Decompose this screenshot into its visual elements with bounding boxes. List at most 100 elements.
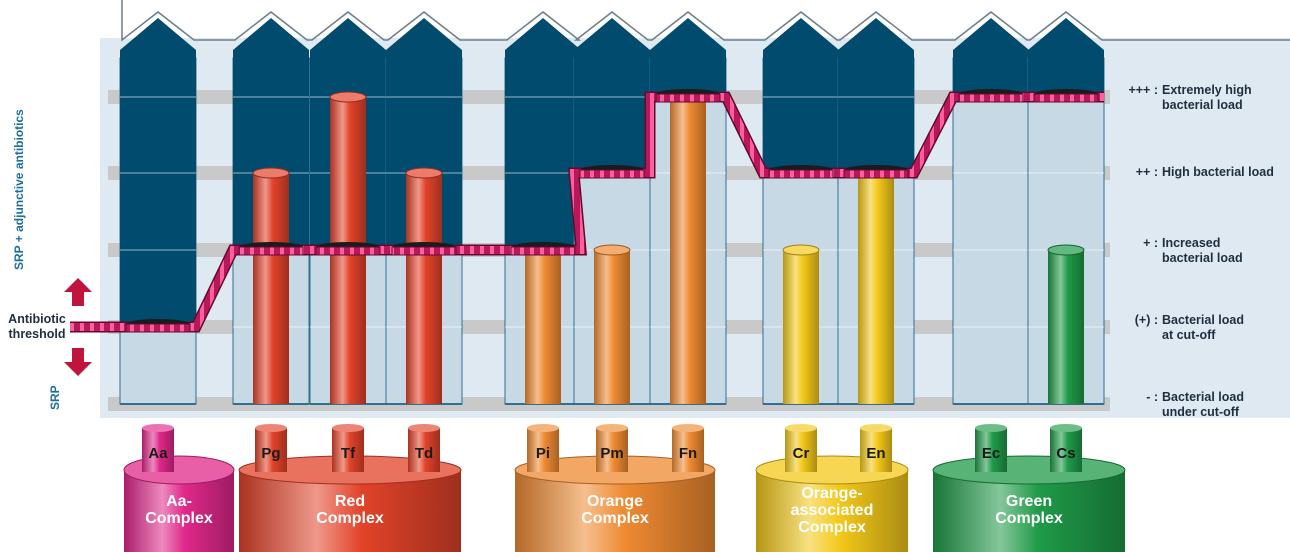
complex-name-line: Orange bbox=[587, 493, 643, 510]
level-description-line2: bacterial load bbox=[1162, 251, 1243, 265]
complex-name-line: Aa- bbox=[166, 493, 192, 510]
level-legend-row: ++ : High bacterial load bbox=[1110, 165, 1290, 197]
tube-navy-top bbox=[650, 18, 726, 97]
level-description-line2: under cut-off bbox=[1162, 405, 1240, 419]
species-stub-cap bbox=[408, 424, 440, 432]
level-symbol: +++ : bbox=[1128, 83, 1158, 97]
level-symbol: - : bbox=[1146, 390, 1158, 404]
tube bbox=[952, 57, 1030, 405]
species-stub-cap bbox=[975, 424, 1007, 432]
species-code-cr: Cr bbox=[793, 445, 810, 462]
level-description-line2: bacterial load bbox=[1162, 98, 1243, 112]
level-description-line1: Bacterial load bbox=[1162, 313, 1244, 327]
threshold-disc-band bbox=[958, 93, 1024, 103]
species-code-en: En bbox=[866, 445, 885, 462]
species-code-ec: Ec bbox=[982, 445, 1000, 462]
species-bar-pm bbox=[594, 250, 630, 404]
species-bar-cr bbox=[783, 250, 819, 404]
species-stub bbox=[142, 428, 174, 472]
species-bar-pi bbox=[525, 250, 561, 404]
species-stub bbox=[596, 428, 628, 472]
threshold-disc-band bbox=[125, 323, 191, 333]
level-legend-row: (+) : Bacterial load at cut-off bbox=[1110, 313, 1290, 345]
level-symbol: + : bbox=[1143, 236, 1158, 250]
level-symbol: (+) : bbox=[1134, 313, 1158, 327]
species-bar-cap bbox=[252, 167, 290, 179]
up-arrow-icon bbox=[64, 278, 92, 306]
level-description: Extremely high bacterial load bbox=[1162, 83, 1252, 113]
species-stub-cap bbox=[527, 424, 559, 432]
level-legend-row: - : Bacterial load under cut-off bbox=[1110, 390, 1290, 422]
species-stub bbox=[672, 428, 704, 472]
species-code-fn: Fn bbox=[679, 445, 697, 462]
species-stub bbox=[527, 428, 559, 472]
roof-outline bbox=[121, 0, 1290, 42]
threshold-label-line2: threshold bbox=[8, 327, 66, 341]
species-stub bbox=[860, 428, 892, 472]
species-bar-pg bbox=[253, 173, 289, 404]
species-stub bbox=[975, 428, 1007, 472]
species-stub-cap bbox=[596, 424, 628, 432]
species-bar-en bbox=[858, 173, 894, 404]
species-stub-cap bbox=[672, 424, 704, 432]
species-code-aa: Aa bbox=[148, 445, 168, 462]
species-stub-cap bbox=[142, 424, 174, 432]
complex-name-line: Complex bbox=[995, 510, 1063, 527]
threshold-label: Antibiotic threshold bbox=[6, 312, 68, 342]
complex-cylinder-top bbox=[123, 455, 235, 485]
threshold-disc-band bbox=[843, 169, 909, 179]
species-stub bbox=[1050, 428, 1082, 472]
threshold-disc-band bbox=[391, 246, 457, 256]
level-description: High bacterial load bbox=[1162, 165, 1274, 180]
level-symbol: ++ : bbox=[1135, 165, 1158, 179]
level-legend-row: + : Increased bacterial load bbox=[1110, 236, 1290, 268]
species-code-pm: Pm bbox=[600, 445, 623, 462]
tube-navy-top bbox=[763, 18, 839, 173]
species-code-tf: Tf bbox=[341, 445, 356, 462]
threshold-disc-band bbox=[768, 169, 834, 179]
level-description-line1: Extremely high bbox=[1162, 83, 1252, 97]
species-bar-cs bbox=[1048, 250, 1084, 404]
species-stub-cap bbox=[860, 424, 892, 432]
complex-name-line: Red bbox=[335, 493, 365, 510]
species-bar-fn bbox=[670, 97, 706, 404]
complex-name-line: Complex bbox=[145, 510, 213, 527]
level-description: Increased bacterial load bbox=[1162, 236, 1243, 266]
level-description-line1: High bacterial load bbox=[1162, 165, 1274, 179]
species-code-pg: Pg bbox=[261, 445, 280, 462]
down-arrow-icon bbox=[64, 348, 92, 376]
species-bar-cap bbox=[782, 244, 820, 256]
species-stub bbox=[408, 428, 440, 472]
complex-name-line: Green bbox=[1006, 493, 1052, 510]
down-treatment-label: SRP bbox=[48, 385, 62, 410]
species-bar-cap bbox=[405, 167, 443, 179]
threshold-disc-band bbox=[315, 246, 381, 256]
complex-name-line: Orange- bbox=[801, 485, 862, 502]
species-code-pi: Pi bbox=[536, 445, 550, 462]
threshold-disc-band bbox=[655, 93, 721, 103]
complex-name-line: Complex bbox=[798, 519, 866, 536]
threshold-disc-band bbox=[238, 246, 304, 256]
species-bar-cap bbox=[593, 244, 631, 256]
species-stub-cap bbox=[255, 424, 287, 432]
species-stub-cap bbox=[332, 424, 364, 432]
tube-navy-top bbox=[574, 18, 650, 173]
species-code-cs: Cs bbox=[1056, 445, 1075, 462]
threshold-disc-band bbox=[1033, 93, 1099, 103]
level-description-line2: at cut-off bbox=[1162, 328, 1216, 342]
species-stub bbox=[255, 428, 287, 472]
complex-name-line: Complex bbox=[581, 510, 649, 527]
tube-navy-top bbox=[386, 18, 462, 250]
tube-navy-top bbox=[505, 18, 581, 250]
species-bar-cap bbox=[329, 91, 367, 103]
level-legend-row: +++ : Extremely high bacterial load bbox=[1110, 83, 1290, 115]
tube-navy-top bbox=[838, 18, 914, 173]
level-description-line1: Increased bbox=[1162, 236, 1221, 250]
species-stub-cap bbox=[785, 424, 817, 432]
tube-navy-top bbox=[953, 18, 1029, 97]
complex-cylinder-top bbox=[932, 455, 1126, 485]
species-stub-cap bbox=[1050, 424, 1082, 432]
tube-navy-top bbox=[233, 18, 309, 250]
complex-name-line: Complex bbox=[316, 510, 384, 527]
